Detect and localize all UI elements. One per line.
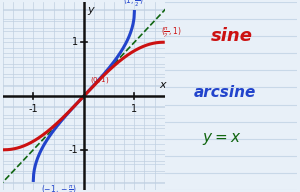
Text: 1: 1 bbox=[72, 37, 78, 47]
Text: $(0,1)$: $(0,1)$ bbox=[90, 75, 109, 85]
Text: arcsine: arcsine bbox=[194, 85, 256, 100]
Text: -1: -1 bbox=[28, 104, 38, 114]
Text: $(1,\frac{\pi}{2})$: $(1,\frac{\pi}{2})$ bbox=[123, 0, 144, 9]
Text: $y = x$: $y = x$ bbox=[202, 131, 241, 147]
Text: $(-1,-\frac{\pi}{2})$: $(-1,-\frac{\pi}{2})$ bbox=[41, 183, 77, 192]
Text: $(\frac{\pi}{2},1)$: $(\frac{\pi}{2},1)$ bbox=[161, 25, 181, 40]
Text: 1: 1 bbox=[131, 104, 137, 114]
Text: y: y bbox=[87, 5, 94, 15]
Text: x: x bbox=[159, 79, 166, 89]
Text: sine: sine bbox=[211, 27, 253, 45]
Text: -1: -1 bbox=[68, 145, 78, 155]
